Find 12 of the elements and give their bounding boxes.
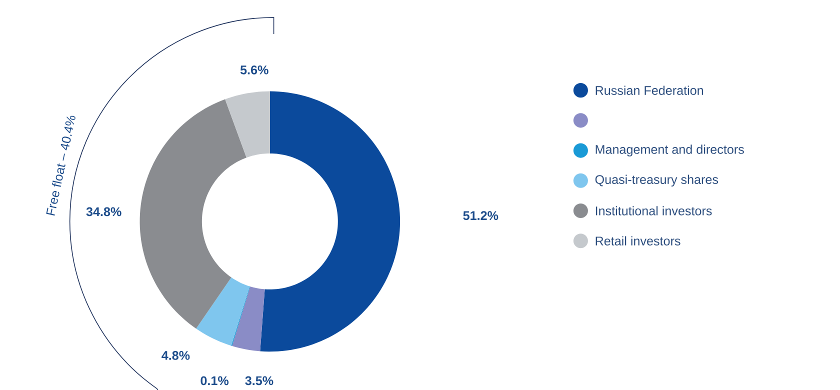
data-label: 34.8% [86,207,122,216]
data-label: 0.1% [200,376,229,385]
data-label: 51.2% [463,210,498,220]
legend-label: Management and directors [596,144,744,156]
data-label: 5.6% [240,65,268,74]
data-label: 3.5% [245,376,274,385]
data-label: 4.8% [162,350,190,360]
text: Free float – 40.4% [46,116,76,216]
legend-label: Quasi-treasury shares [595,174,718,186]
legend-label: Institutional investors [596,206,712,216]
legend-label: Russian Federation [596,85,704,95]
legend-label: Retail investors [596,236,680,246]
